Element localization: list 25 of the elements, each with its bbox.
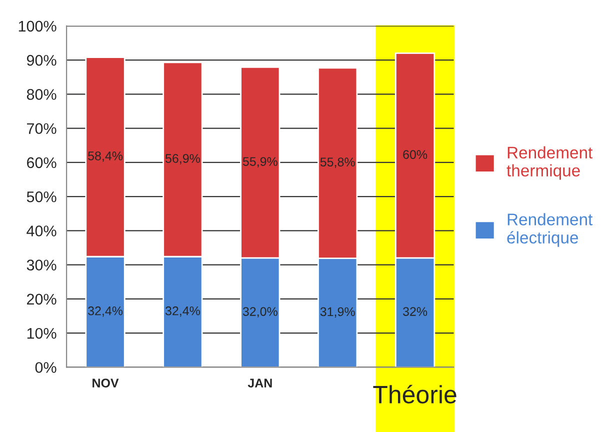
- y-tick-label: 80%: [26, 89, 56, 100]
- data-label: 32%: [403, 307, 428, 316]
- legend-label: Rendement électrique: [507, 213, 593, 247]
- data-label: 55,9%: [242, 157, 278, 168]
- y-tick-label: 50%: [26, 191, 56, 202]
- y-tick-label: 0%: [35, 362, 56, 373]
- data-label: 60%: [403, 150, 428, 159]
- x-tick-label: NOV: [92, 378, 119, 388]
- y-tick-label: 20%: [27, 294, 56, 305]
- data-label: 31,9%: [320, 307, 355, 318]
- data-label: 32,4%: [165, 306, 200, 317]
- y-tick-label: 10%: [27, 328, 56, 339]
- y-tick-label: 40%: [26, 226, 56, 236]
- data-label: 32,0%: [242, 307, 278, 318]
- y-tick-label: 30%: [26, 260, 56, 270]
- data-label: 55,8%: [320, 158, 355, 168]
- data-label: 32,4%: [88, 306, 123, 317]
- x-tick-label: JAN: [248, 378, 272, 388]
- legend-label: Rendement thermique: [506, 146, 593, 180]
- data-label: 58,4%: [88, 151, 123, 162]
- y-tick-label: 60%: [27, 157, 56, 168]
- y-tick-label: 90%: [26, 54, 56, 66]
- y-tick-label: 100%: [18, 20, 56, 32]
- y-tick-label: 70%: [27, 123, 56, 134]
- data-label: 56,9%: [165, 154, 200, 164]
